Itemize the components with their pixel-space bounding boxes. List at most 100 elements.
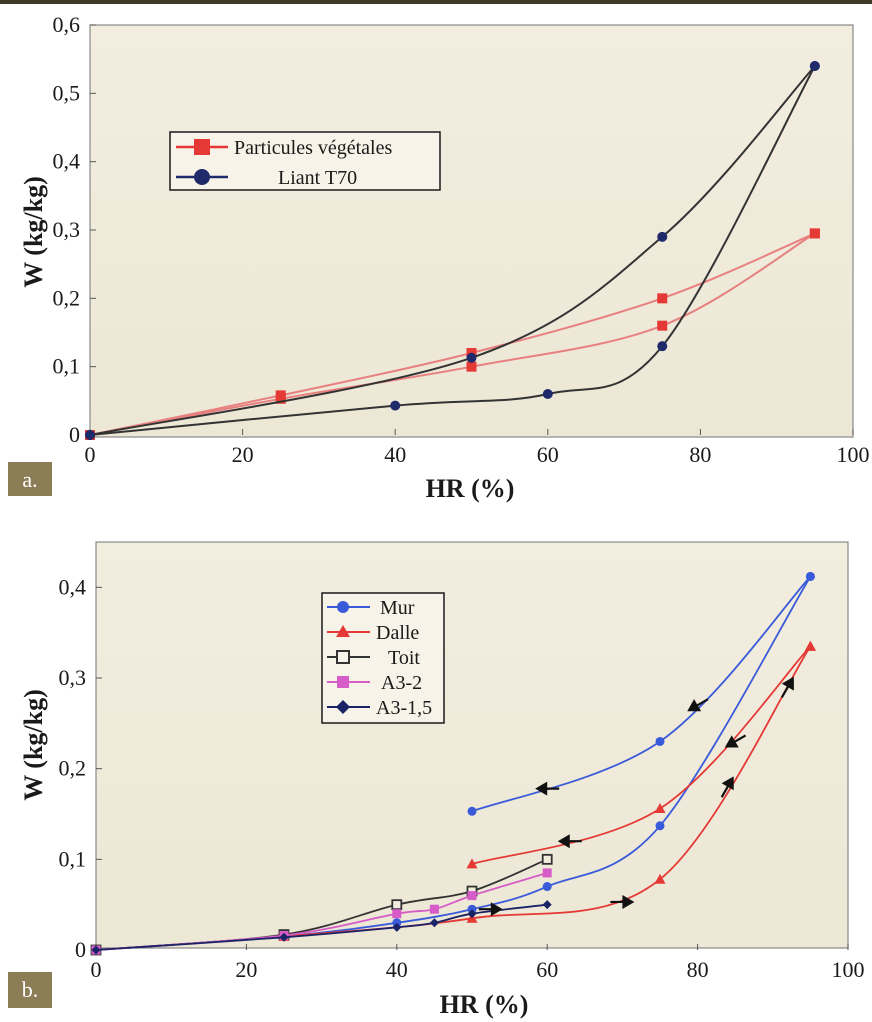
x-tick-label-a-4: 80: [689, 442, 711, 467]
data-point-a-0-adsorption-2: [466, 361, 477, 372]
series-b: [90, 571, 816, 956]
x-axis-title-b: HR (%): [440, 990, 529, 1019]
data-point-b-2-adsorption-2: [391, 899, 403, 911]
x-tick-label-b-2: 40: [386, 957, 408, 982]
axes-a: 0 20 40 60 80 100 0 0,1 0,2 0,3 0,4 0,5 0,6: [53, 12, 870, 467]
data-point-a-0-desorption-0: [809, 228, 820, 239]
legend-b-label-3: A3-2: [381, 672, 422, 694]
y-tick-label-a-1: 0,1: [53, 354, 81, 379]
legend-a-box: [169, 131, 441, 191]
legend-a-label-0: Particules végétales: [234, 137, 392, 159]
data-point-b-1-adsorption-3: [654, 873, 666, 884]
y-tick-label-b-4: 0,4: [59, 574, 87, 599]
data-point-b-3-adsorption-4: [467, 891, 477, 901]
y-tick-label-b-1: 0,1: [59, 846, 87, 871]
direction-arrow-0: [478, 902, 503, 917]
plot-area-a: [89, 24, 854, 438]
direction-arrow-6: [535, 781, 560, 796]
data-point-b-3-adsorption-5: [542, 868, 552, 878]
legend-b-marker-4: [336, 700, 350, 714]
panel-b: 0 20 40 60 80 100 0 0,1 0,2 0,3 0,4 Mur Dalle Toit…: [8, 541, 865, 1019]
data-point-b-0-adsorption-4: [542, 882, 552, 892]
data-point-a-1-desorption-0: [809, 61, 820, 71]
data-point-b-1-desorption-0: [804, 640, 816, 651]
y-tick-label-a-4: 0,4: [53, 149, 81, 174]
legend-a-marker-1: [194, 169, 210, 185]
x-axis-title-a: HR (%): [426, 474, 515, 503]
y-tick-label-a-6: 0,6: [53, 12, 81, 37]
series-line-a-1-desorption: [89, 65, 816, 436]
data-point-a-1-desorption-1: [657, 231, 668, 242]
panel-b-tag-bg: [8, 972, 52, 1008]
x-tick-label-a-1: 20: [232, 442, 254, 467]
y-tick-label-b-0: 0: [75, 937, 86, 962]
data-point-b-0-adsorption-5: [655, 821, 665, 831]
data-point-b-4-adsorption-3: [429, 918, 439, 928]
legend-a-label-1: Liant T70: [278, 167, 357, 189]
data-point-b-4-adsorption-2: [392, 922, 402, 932]
panel-a: 0 20 40 60 80 100 0 0,1 0,2 0,3 0,4 0,5 0,6 Particul…: [8, 12, 870, 503]
data-point-b-4-adsorption-1: [279, 932, 289, 942]
data-point-a-0-desorption-3: [275, 390, 286, 401]
data-point-b-1-desorption-2: [466, 858, 478, 869]
x-tick-label-a-5: 100: [837, 442, 870, 467]
x-tick-label-a-3: 60: [537, 442, 559, 467]
series-a: [85, 61, 820, 440]
data-point-a-1-desorption-3: [85, 430, 95, 440]
y-axis-title-b: W (kg/kg): [19, 689, 48, 801]
data-point-b-1-desorption-1: [654, 803, 666, 814]
data-point-b-0-desorption-2: [467, 806, 477, 816]
data-point-a-1-desorption-2: [466, 352, 477, 363]
data-point-a-0-desorption-1: [657, 293, 668, 304]
legend-b-marker-3: [337, 676, 349, 688]
plot-area-b: [95, 541, 849, 949]
y-axis-title-a: W (kg/kg): [19, 176, 48, 288]
data-point-b-4-adsorption-4: [467, 909, 477, 919]
x-tick-label-a-0: 0: [85, 442, 96, 467]
panel-b-tag: b.: [22, 977, 39, 1002]
y-tick-label-b-3: 0,3: [59, 665, 87, 690]
top-strip: [0, 0, 872, 4]
y-tick-label-a-5: 0,5: [53, 80, 81, 105]
data-point-b-0-desorption-1: [655, 736, 665, 746]
x-tick-label-b-4: 80: [687, 957, 709, 982]
x-tick-label-b-5: 100: [832, 957, 865, 982]
legend-b-marker-1: [336, 625, 350, 637]
data-point-b-4-adsorption-0: [91, 945, 101, 955]
direction-arrow-7: [557, 834, 582, 849]
direction-arrow-4: [687, 698, 709, 712]
y-tick-label-a-3: 0,3: [53, 217, 81, 242]
x-tick-label-b-0: 0: [91, 957, 102, 982]
direction-arrow-1: [610, 894, 635, 909]
arrows-b: [478, 676, 794, 917]
data-point-b-2-adsorption-4: [541, 853, 553, 865]
direction-arrow-3: [780, 676, 794, 699]
x-tick-label-b-1: 20: [235, 957, 257, 982]
legend-b-marker-2: [336, 650, 350, 664]
data-point-a-1-adsorption-2: [542, 389, 553, 399]
direction-arrow-5: [724, 734, 747, 748]
panel-a-tag-bg: [8, 462, 52, 496]
legend-a-marker-0: [194, 139, 210, 155]
data-point-a-0-adsorption-3: [657, 320, 668, 331]
legend-b-label-2: Toit: [388, 647, 420, 669]
data-point-a-1-adsorption-1: [390, 400, 401, 411]
data-point-a-1-adsorption-3: [657, 341, 668, 352]
data-point-b-3-adsorption-3: [429, 904, 439, 914]
legend-b-label-4: A3-1,5: [376, 697, 432, 719]
legend-b-label-1: Dalle: [376, 622, 419, 644]
x-tick-label-b-3: 60: [536, 957, 558, 982]
data-point-b-3-adsorption-2: [392, 909, 402, 919]
data-point-b-0-adsorption-3: [467, 904, 477, 914]
y-tick-label-a-2: 0,2: [53, 285, 81, 310]
legend-b-label-0: Mur: [380, 597, 415, 619]
panel-a-tag: a.: [22, 467, 37, 492]
data-point-b-0-desorption-0: [805, 571, 815, 581]
y-tick-label-a-0: 0: [69, 422, 80, 447]
y-tick-label-b-2: 0,2: [59, 756, 87, 781]
x-tick-label-a-2: 40: [384, 442, 406, 467]
axes-b: 0 20 40 60 80 100 0 0,1 0,2 0,3 0,4: [59, 574, 865, 982]
direction-arrow-2: [720, 776, 734, 798]
legend-b: Mur Dalle Toit A3-2 A3-1,5: [321, 592, 445, 724]
